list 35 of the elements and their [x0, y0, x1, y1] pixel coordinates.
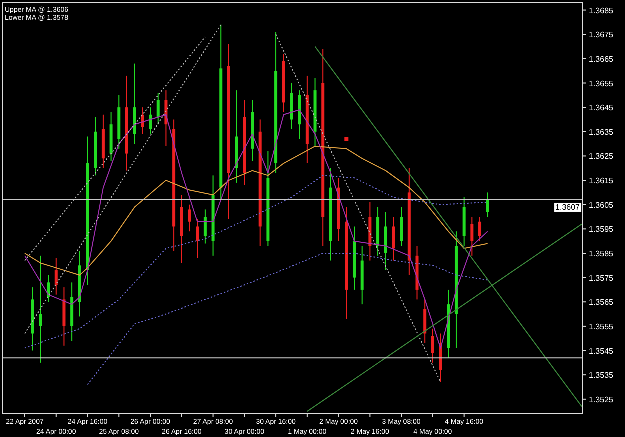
candlestick [486, 192, 490, 218]
candlestick [431, 328, 434, 364]
candlestick [470, 216, 474, 256]
candlestick [149, 107, 152, 135]
candlestick [39, 255, 42, 364]
candlestick [196, 218, 200, 259]
line-series [24, 175, 488, 349]
candlestick [54, 258, 58, 296]
y-tick-label: 1.3655 [589, 79, 614, 88]
y-tick-label: 1.3605 [589, 200, 614, 210]
y-tick-label: 1.3535 [589, 371, 614, 380]
ref-line-label: 1.3607 [556, 202, 581, 212]
y-tick-label: 1.3545 [589, 346, 614, 356]
candlestick [392, 216, 396, 262]
y-tick-label: 1.3665 [589, 54, 614, 64]
y-tick-label: 1.3585 [589, 249, 614, 258]
y-tick-label: 1.3595 [589, 225, 614, 234]
candlestick [188, 204, 192, 232]
y-tick-label: 1.3615 [589, 176, 614, 186]
line-series [87, 252, 488, 386]
line-series [24, 146, 488, 276]
line-series [24, 110, 488, 349]
y-tick-label: 1.3685 [589, 6, 614, 16]
y-tick-label: 1.3635 [589, 128, 614, 137]
y-tick-label: 1.3645 [589, 104, 614, 113]
candlestick [478, 216, 482, 242]
candlestick [47, 274, 50, 303]
y-tick-label: 1.3525 [589, 395, 614, 404]
y-tick-label: 1.3555 [589, 322, 614, 332]
y-tick-label: 1.3675 [589, 30, 614, 40]
y-tick-label: 1.3565 [589, 298, 614, 308]
candlestick [204, 209, 207, 244]
candlestick [156, 92, 160, 126]
y-tick-label: 1.3575 [589, 274, 614, 283]
y-tick-label: 1.3625 [589, 152, 614, 162]
